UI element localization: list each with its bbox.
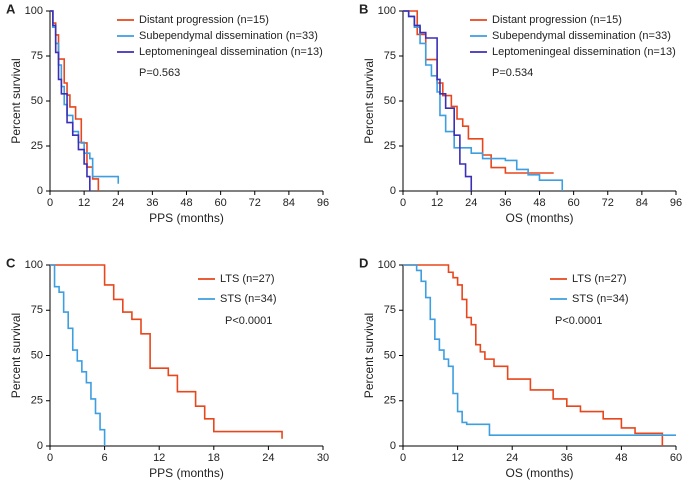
- x-tick-label: 0: [400, 452, 406, 464]
- p-value: P<0.0001: [225, 315, 272, 327]
- y-tick-label: 100: [25, 5, 43, 17]
- y-axis-title: Percent survival: [9, 313, 23, 398]
- x-tick-label: 30: [317, 452, 329, 464]
- y-tick-label: 100: [378, 259, 396, 271]
- survival-curve: [50, 10, 91, 191]
- y-tick-label: 25: [384, 140, 396, 152]
- x-tick-label: 60: [568, 197, 580, 209]
- x-axis-title: PPS (months): [149, 466, 224, 480]
- y-tick-label: 25: [31, 140, 43, 152]
- x-tick-label: 48: [180, 197, 192, 209]
- legend-label: Distant progression (n=15): [139, 14, 269, 26]
- x-tick-label: 6: [102, 452, 108, 464]
- survival-curve: [403, 10, 473, 191]
- y-tick-label: 100: [378, 5, 396, 17]
- survival-curve: [403, 264, 664, 446]
- x-tick-label: 72: [249, 197, 261, 209]
- y-axis-title: Percent survival: [9, 58, 23, 143]
- legend-label: Subependymal dissemination (n=33): [139, 30, 318, 42]
- x-tick-label: 18: [208, 452, 220, 464]
- x-tick-label: 12: [431, 197, 443, 209]
- x-tick-label: 72: [602, 197, 614, 209]
- x-tick-label: 84: [283, 197, 295, 209]
- x-tick-label: 48: [533, 197, 545, 209]
- y-tick-label: 50: [31, 349, 43, 361]
- x-tick-label: 0: [47, 452, 53, 464]
- x-tick-label: 96: [317, 197, 329, 209]
- x-tick-label: 84: [636, 197, 648, 209]
- x-tick-label: 12: [153, 452, 165, 464]
- x-tick-label: 12: [78, 197, 90, 209]
- x-tick-label: 24: [506, 452, 518, 464]
- y-tick-label: 0: [37, 440, 43, 452]
- y-tick-label: 100: [25, 259, 43, 271]
- p-value: P=0.534: [492, 67, 533, 79]
- y-tick-label: 75: [31, 304, 43, 316]
- legend-label: Distant progression (n=15): [492, 14, 622, 26]
- x-tick-label: 24: [262, 452, 274, 464]
- y-tick-label: 50: [384, 349, 396, 361]
- survival-curve: [50, 10, 100, 191]
- p-value: P<0.0001: [555, 315, 602, 327]
- y-tick-label: 0: [390, 185, 396, 197]
- x-tick-label: 24: [112, 197, 124, 209]
- survival-curve: [403, 264, 676, 436]
- panel-label: A: [6, 1, 16, 16]
- x-tick-label: 12: [451, 452, 463, 464]
- y-tick-label: 75: [384, 50, 396, 62]
- x-tick-label: 0: [47, 197, 53, 209]
- y-tick-label: 75: [384, 304, 396, 316]
- x-tick-label: 96: [670, 197, 682, 209]
- legend-label: LTS (n=27): [220, 273, 275, 285]
- panel-label: D: [359, 255, 368, 270]
- x-tick-label: 60: [215, 197, 227, 209]
- survival-curve: [50, 264, 106, 446]
- legend-label: Subependymal dissemination (n=33): [492, 30, 671, 42]
- x-tick-label: 48: [615, 452, 627, 464]
- y-tick-label: 50: [384, 95, 396, 107]
- legend-label: STS (n=34): [220, 293, 277, 305]
- panel-label: B: [359, 1, 368, 16]
- y-axis-title: Percent survival: [362, 58, 376, 143]
- x-axis-title: PPS (months): [149, 211, 224, 225]
- y-tick-label: 25: [31, 395, 43, 407]
- legend-label: Leptomeningeal dissemination (n=13): [492, 46, 676, 58]
- y-tick-label: 25: [384, 395, 396, 407]
- legend-label: Leptomeningeal dissemination (n=13): [139, 46, 323, 58]
- y-tick-label: 0: [37, 185, 43, 197]
- panel-label: C: [6, 255, 16, 270]
- legend-label: LTS (n=27): [572, 273, 627, 285]
- survival-curve: [50, 264, 283, 439]
- x-tick-label: 36: [146, 197, 158, 209]
- legend-label: STS (n=34): [572, 293, 629, 305]
- x-axis-title: OS (months): [505, 466, 573, 480]
- x-tick-label: 36: [499, 197, 511, 209]
- p-value: P=0.563: [139, 67, 180, 79]
- y-tick-label: 50: [31, 95, 43, 107]
- x-tick-label: 0: [400, 197, 406, 209]
- x-tick-label: 60: [670, 452, 682, 464]
- x-axis-title: OS (months): [505, 211, 573, 225]
- y-axis-title: Percent survival: [362, 313, 376, 398]
- x-tick-label: 24: [465, 197, 477, 209]
- y-tick-label: 0: [390, 440, 396, 452]
- x-tick-label: 36: [561, 452, 573, 464]
- y-tick-label: 75: [31, 50, 43, 62]
